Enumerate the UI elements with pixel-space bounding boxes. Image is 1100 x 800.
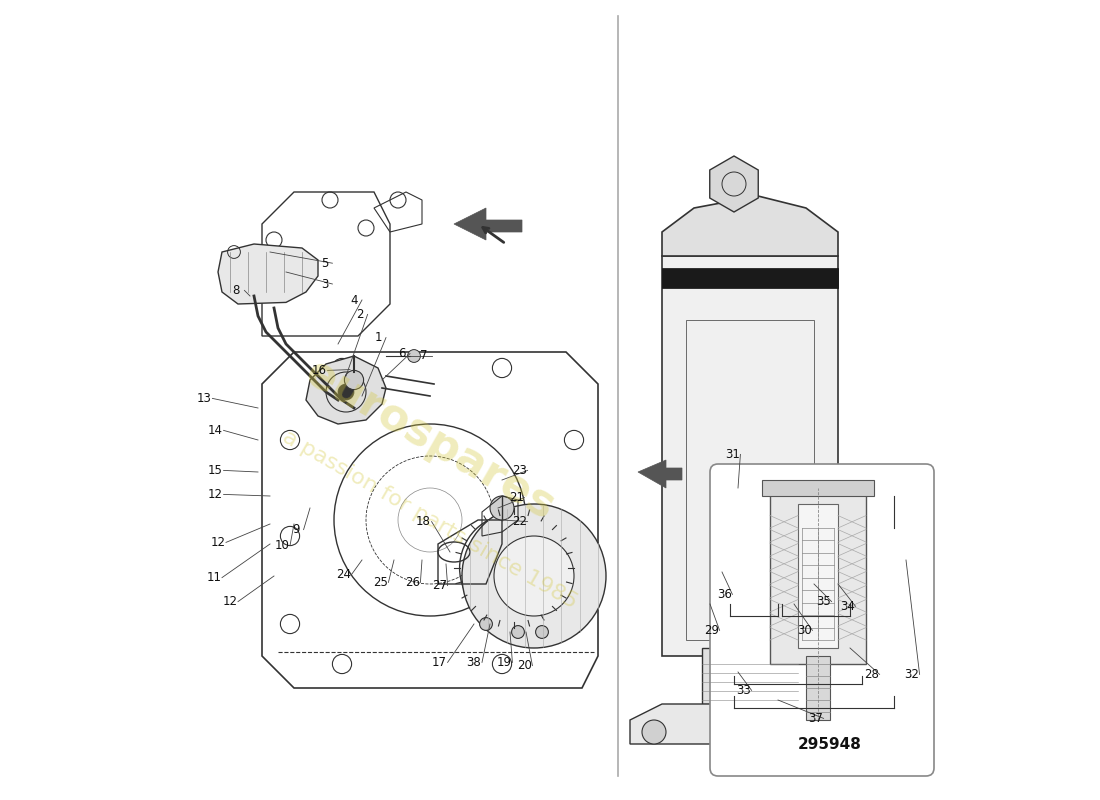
Bar <box>770 488 866 664</box>
Polygon shape <box>630 704 886 744</box>
Circle shape <box>408 350 420 362</box>
Text: 36: 36 <box>717 588 732 601</box>
Polygon shape <box>662 196 838 256</box>
Text: a passion for parts since 1985: a passion for parts since 1985 <box>279 427 581 613</box>
Text: 6: 6 <box>398 347 406 360</box>
Polygon shape <box>454 208 522 240</box>
Circle shape <box>462 504 606 648</box>
Text: 37: 37 <box>808 712 823 725</box>
Circle shape <box>494 536 574 616</box>
Text: 18: 18 <box>416 515 431 528</box>
Text: 22: 22 <box>513 515 527 528</box>
Text: 32: 32 <box>904 668 918 681</box>
Text: 14: 14 <box>208 424 223 437</box>
Text: 8: 8 <box>233 284 240 297</box>
Bar <box>762 480 874 496</box>
Circle shape <box>338 384 354 400</box>
Text: 16: 16 <box>312 364 327 377</box>
Text: 20: 20 <box>517 659 531 672</box>
Text: 10: 10 <box>275 539 289 552</box>
FancyBboxPatch shape <box>710 464 934 776</box>
Bar <box>686 320 814 640</box>
Bar <box>702 648 798 704</box>
Circle shape <box>834 720 858 744</box>
Text: 26: 26 <box>405 576 420 589</box>
Bar <box>798 504 838 648</box>
Bar <box>750 480 826 656</box>
Polygon shape <box>306 356 386 424</box>
Text: 12: 12 <box>208 488 223 501</box>
Polygon shape <box>710 156 758 212</box>
Text: 15: 15 <box>208 464 223 477</box>
Circle shape <box>642 720 666 744</box>
Text: 295948: 295948 <box>799 737 862 752</box>
Text: 38: 38 <box>466 656 482 669</box>
Text: 23: 23 <box>513 464 527 477</box>
Text: 12: 12 <box>222 595 238 608</box>
Text: 33: 33 <box>736 684 751 697</box>
Circle shape <box>344 370 364 390</box>
Text: 11: 11 <box>207 571 221 584</box>
Text: 31: 31 <box>725 448 740 461</box>
Circle shape <box>480 618 493 630</box>
Text: 27: 27 <box>432 579 447 592</box>
Text: 34: 34 <box>840 600 855 613</box>
Bar <box>806 656 830 720</box>
Text: 19: 19 <box>497 656 512 669</box>
Text: 17: 17 <box>432 656 447 669</box>
Text: 12: 12 <box>210 536 225 549</box>
Text: 30: 30 <box>798 624 812 637</box>
Circle shape <box>512 626 525 638</box>
Bar <box>662 256 838 656</box>
Text: 2: 2 <box>356 308 363 321</box>
Polygon shape <box>218 244 318 304</box>
Polygon shape <box>638 460 682 488</box>
Text: 3: 3 <box>321 278 328 290</box>
Text: 4: 4 <box>350 294 358 306</box>
Text: 35: 35 <box>816 595 831 608</box>
Text: 9: 9 <box>292 523 299 536</box>
Circle shape <box>490 496 514 520</box>
Text: 29: 29 <box>704 624 719 637</box>
Text: 5: 5 <box>321 257 328 270</box>
Text: 1: 1 <box>374 331 382 344</box>
Text: 13: 13 <box>197 392 212 405</box>
Text: 24: 24 <box>337 568 351 581</box>
Circle shape <box>536 626 549 638</box>
Text: eurospares: eurospares <box>297 351 562 529</box>
Text: 7: 7 <box>420 350 427 362</box>
Text: 25: 25 <box>373 576 388 589</box>
Text: 21: 21 <box>509 491 524 504</box>
Circle shape <box>888 522 901 534</box>
Bar <box>662 268 838 288</box>
Text: 28: 28 <box>865 668 879 681</box>
